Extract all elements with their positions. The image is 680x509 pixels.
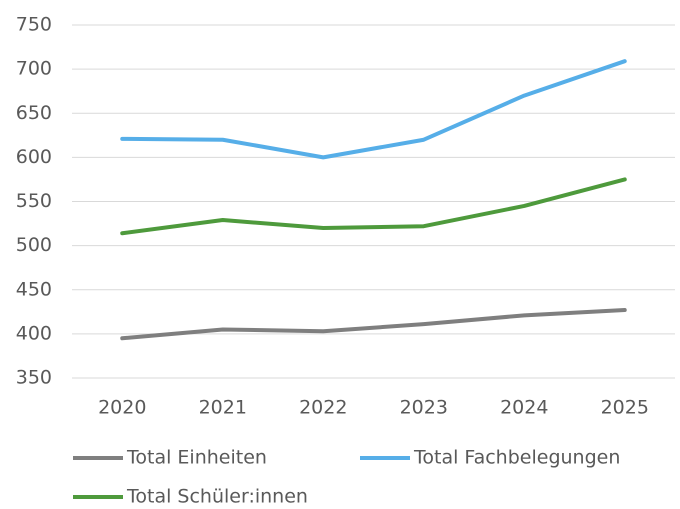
legend-label: Total Fachbelegungen — [413, 447, 620, 469]
x-tick-label: 2023 — [400, 397, 448, 419]
legend-label: Total Einheiten — [126, 447, 267, 469]
y-tick-label: 450 — [16, 278, 52, 300]
x-tick-label: 2025 — [601, 397, 649, 419]
y-tick-label: 750 — [16, 14, 52, 36]
x-tick-label: 2024 — [500, 397, 548, 419]
x-tick-label: 2021 — [199, 397, 247, 419]
line-series — [120, 308, 627, 341]
y-tick-label: 650 — [16, 102, 52, 124]
y-tick-label: 500 — [16, 234, 52, 256]
y-tick-label: 400 — [16, 322, 52, 344]
x-tick-label: 2022 — [299, 397, 347, 419]
x-tick-label: 2020 — [98, 397, 146, 419]
y-tick-label: 600 — [16, 146, 52, 168]
line-series — [120, 59, 627, 160]
line-series — [120, 177, 627, 236]
legend-label: Total Schüler:innen — [126, 486, 308, 508]
y-tick-label: 550 — [16, 190, 52, 212]
y-tick-label: 350 — [16, 367, 52, 389]
y-tick-label: 700 — [16, 58, 52, 80]
